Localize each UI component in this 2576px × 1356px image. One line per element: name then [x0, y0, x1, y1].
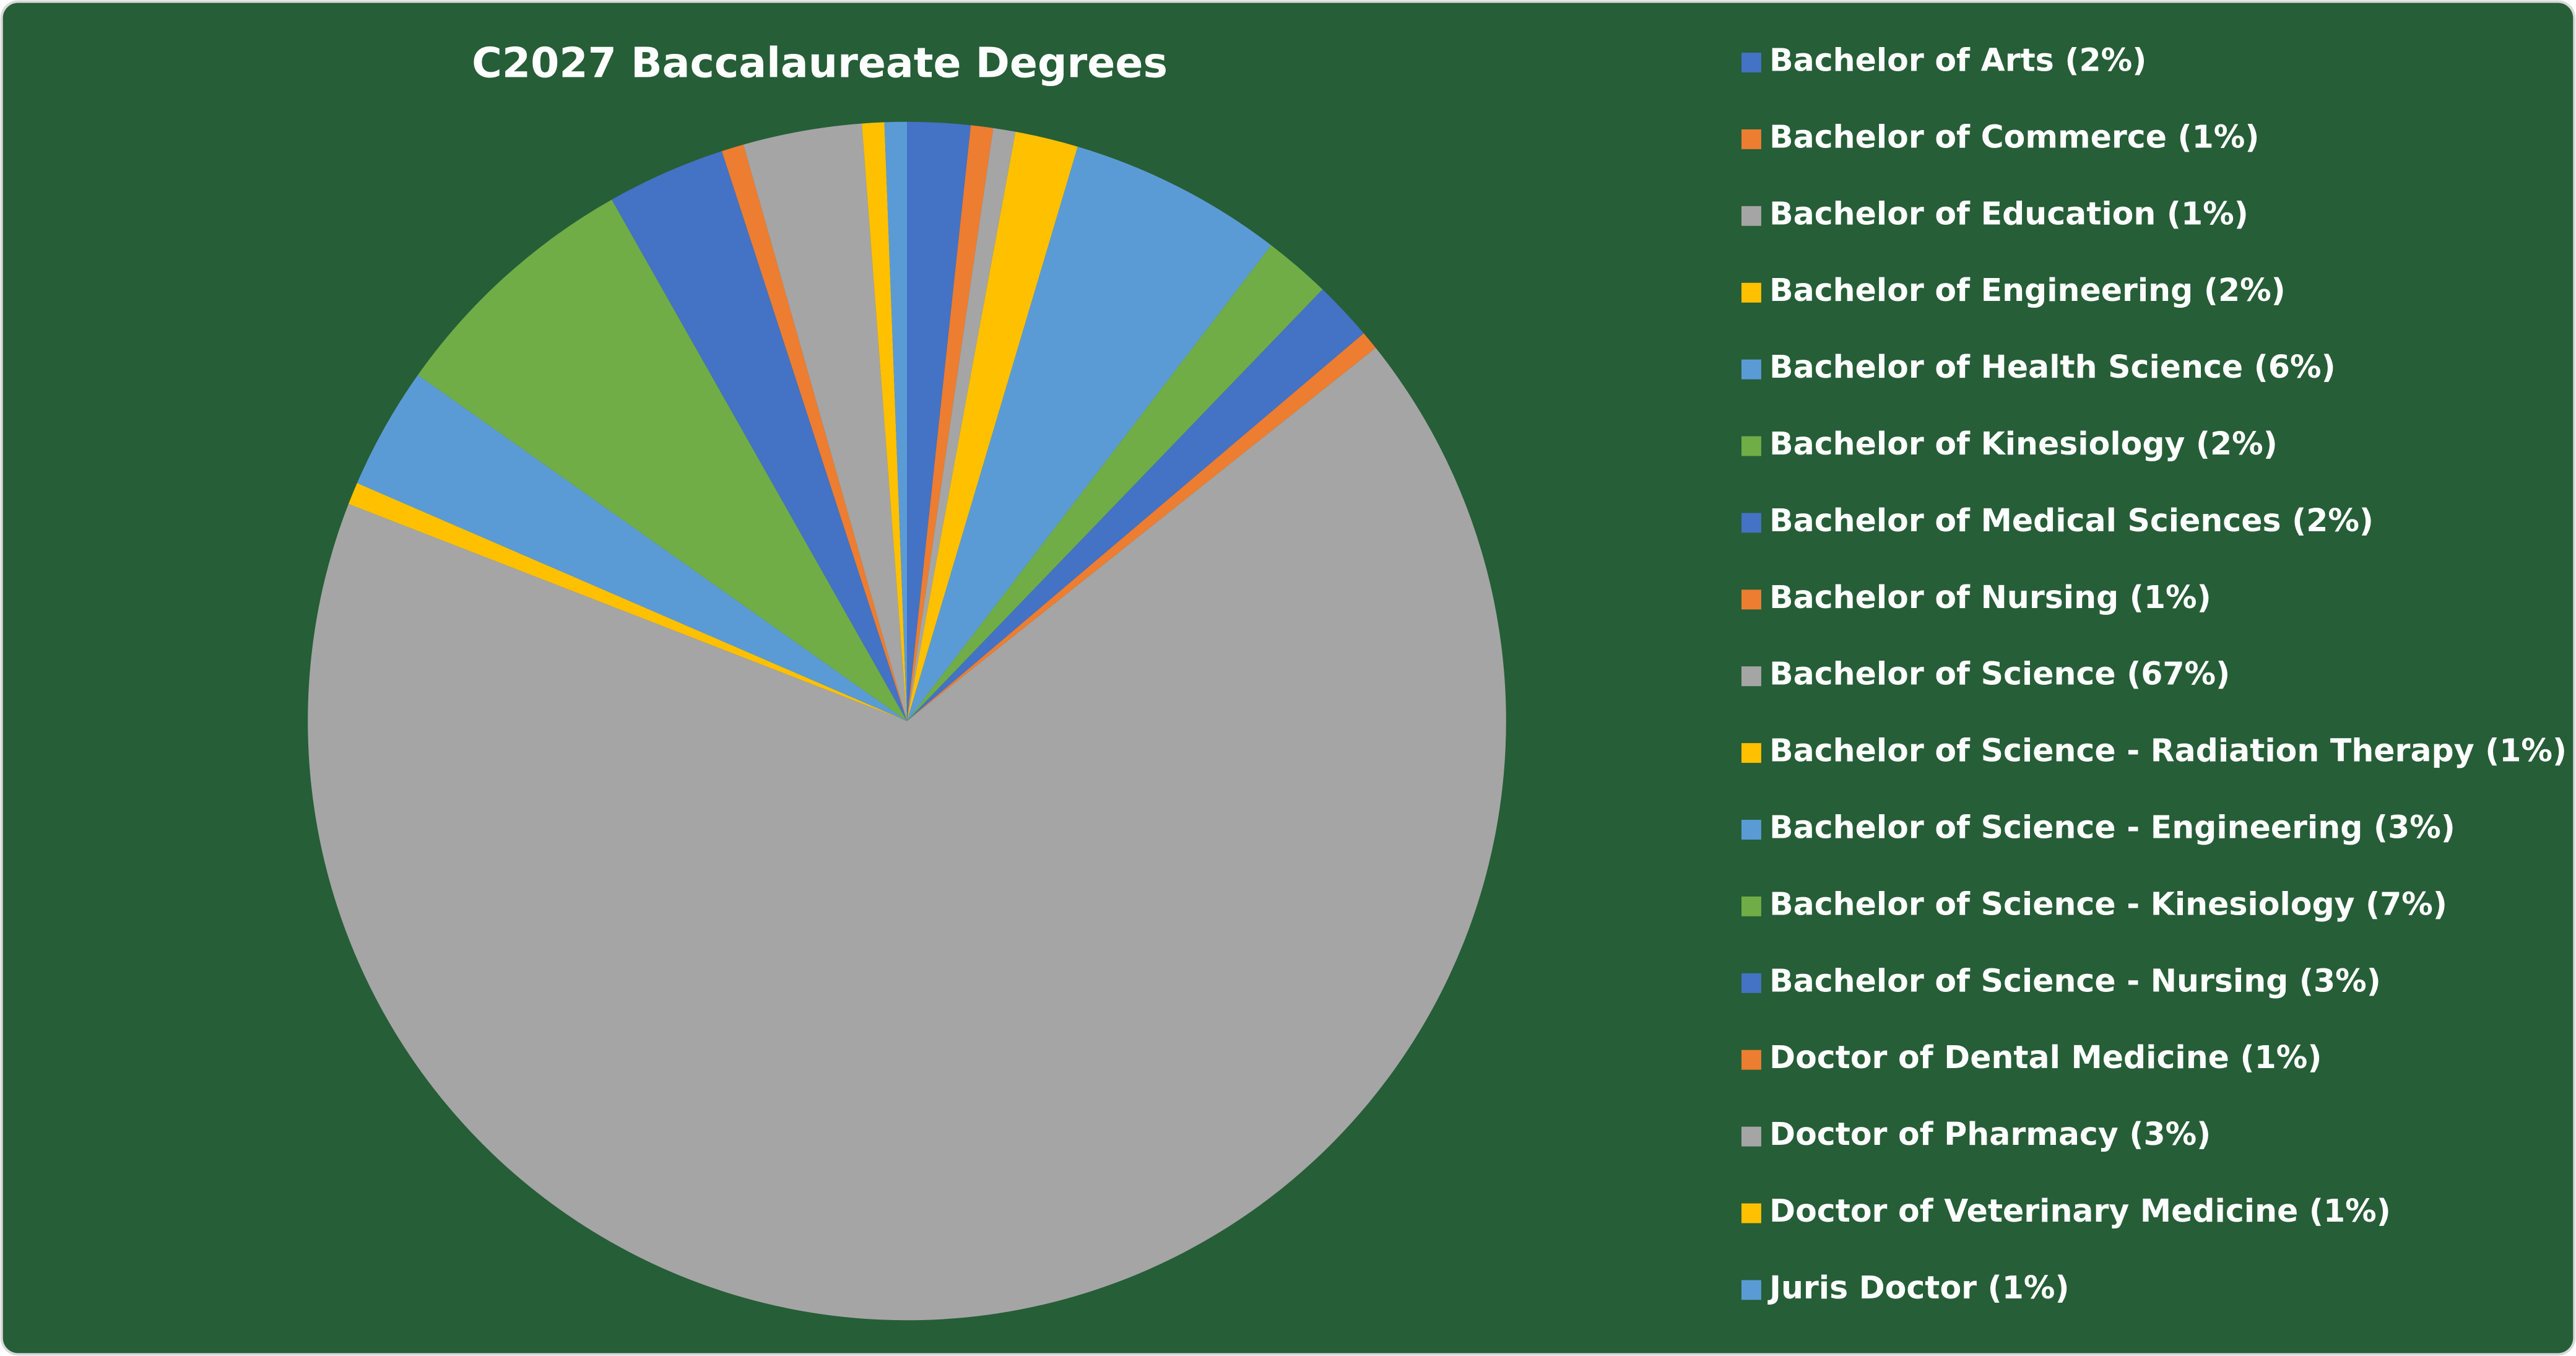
pie-slice	[743, 123, 908, 721]
legend-swatch	[1741, 53, 1761, 72]
legend-label: Doctor of Dental Medicine (1%)	[1769, 1039, 2322, 1076]
pie-slice	[907, 121, 971, 721]
pie-slice	[907, 131, 1078, 721]
pie	[308, 121, 1506, 1321]
chart-title: C2027 Baccalaureate Degrees	[472, 38, 1168, 87]
legend-swatch	[1741, 1280, 1761, 1300]
legend-label: Bachelor of Science - Kinesiology (7%)	[1769, 885, 2447, 922]
legend-label: Bachelor of Science - Nursing (3%)	[1769, 962, 2381, 999]
pie-slice	[907, 245, 1323, 721]
pie-slice	[907, 128, 1016, 721]
legend-swatch	[1741, 896, 1761, 916]
legend-swatch	[1741, 1050, 1761, 1070]
legend-label: Bachelor of Kinesiology (2%)	[1769, 425, 2278, 462]
legend-swatch	[1741, 513, 1761, 533]
legend-label: Bachelor of Science (67%)	[1769, 656, 2230, 692]
pie-slice	[907, 333, 1376, 721]
pie-slice	[907, 146, 1272, 721]
pie-slice	[417, 199, 908, 721]
legend-swatch	[1741, 359, 1761, 380]
legend-label: Doctor of Pharmacy (3%)	[1769, 1116, 2211, 1152]
pie-slice	[308, 347, 1506, 1321]
legend: Bachelor of Arts (2%) Bachelor of Commerc…	[1741, 42, 2567, 1306]
legend-label: Bachelor of Health Science (6%)	[1769, 349, 2336, 385]
legend-swatch	[1741, 666, 1761, 687]
legend-swatch	[1741, 1203, 1761, 1223]
legend-label: Doctor of Veterinary Medicine (1%)	[1769, 1193, 2391, 1229]
pie-slice	[348, 483, 908, 721]
legend-label: Bachelor of Education (1%)	[1769, 195, 2249, 232]
legend-label: Bachelor of Science - Radiation Therapy …	[1769, 732, 2567, 769]
pie-slice	[721, 144, 908, 721]
pie-slice	[907, 125, 994, 721]
pie-slice	[612, 151, 908, 721]
legend-swatch	[1741, 1126, 1761, 1147]
legend-swatch	[1741, 436, 1761, 456]
pie-slice	[357, 375, 908, 721]
legend-label: Bachelor of Engineering (2%)	[1769, 272, 2286, 308]
legend-label: Juris Doctor (1%)	[1767, 1269, 2069, 1306]
legend-label: Bachelor of Commerce (1%)	[1769, 118, 2259, 155]
pie-slice	[884, 121, 908, 721]
legend-swatch	[1741, 206, 1761, 226]
legend-swatch	[1741, 589, 1761, 610]
legend-swatch	[1741, 282, 1761, 303]
legend-swatch	[1741, 129, 1761, 149]
pie-slice	[862, 122, 908, 721]
legend-label: Bachelor of Nursing (1%)	[1769, 579, 2211, 615]
legend-swatch	[1741, 973, 1761, 993]
legend-label: Bachelor of Arts (2%)	[1769, 42, 2146, 79]
legend-label: Bachelor of Medical Sciences (2%)	[1769, 502, 2374, 539]
legend-label: Bachelor of Science - Engineering (3%)	[1769, 809, 2455, 846]
pie-slice	[907, 289, 1364, 721]
legend-swatch	[1741, 743, 1761, 763]
legend-swatch	[1741, 820, 1761, 840]
